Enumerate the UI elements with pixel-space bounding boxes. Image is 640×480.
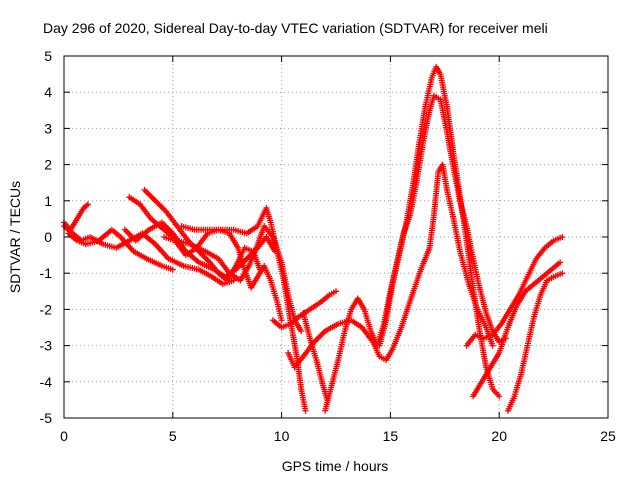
x-tick-label: 25 <box>600 428 616 444</box>
data-point <box>496 393 503 400</box>
series-arc-12 <box>322 92 509 414</box>
series-trace <box>324 94 507 411</box>
data-point <box>298 328 305 335</box>
x-tick-label: 15 <box>383 428 399 444</box>
series-arc-2 <box>61 201 91 233</box>
data-point <box>333 288 339 295</box>
data-point <box>169 266 176 273</box>
y-tick-label: 0 <box>44 229 52 245</box>
data-point <box>557 259 564 266</box>
y-axis-label: SDTVAR / TECUs <box>7 181 23 293</box>
series-arc-13 <box>376 63 503 400</box>
y-tick-label: -4 <box>40 374 53 390</box>
y-tick-label: -2 <box>40 301 53 317</box>
data-point <box>278 317 285 324</box>
y-tick-label: -1 <box>40 265 53 281</box>
series-trace <box>378 65 500 397</box>
data-point <box>84 201 91 208</box>
y-tick-label: 1 <box>44 193 52 209</box>
x-tick-label: 10 <box>274 428 290 444</box>
data-point <box>489 342 496 349</box>
x-tick-label: 5 <box>169 428 177 444</box>
series-trace <box>128 196 302 332</box>
y-tick-label: -3 <box>40 338 53 354</box>
data-point <box>559 234 566 240</box>
grid-lines <box>64 56 608 418</box>
y-tick-label: -5 <box>40 410 53 426</box>
y-tick-label: 3 <box>44 120 52 136</box>
series-arc-8 <box>178 205 309 414</box>
x-axis-label: GPS time / hours <box>282 458 389 474</box>
series-arc-3 <box>65 226 176 273</box>
data-point <box>302 407 309 414</box>
y-tick-label: 2 <box>44 157 52 173</box>
chart-title: Day 296 of 2020, Sidereal Day-to-day VTE… <box>43 20 548 36</box>
series-arc-14 <box>463 234 566 349</box>
x-tick-label: 0 <box>60 428 68 444</box>
y-tick-label: 4 <box>44 84 52 100</box>
y-tick-label: 5 <box>44 48 52 64</box>
series-arc-15 <box>470 259 564 400</box>
data-marks <box>61 63 566 414</box>
data-point <box>559 270 566 277</box>
series-arc-16 <box>504 270 566 414</box>
axis-ticks: 0 5 10 15 20 25 -5 -4 -3 -2 -1 0 1 2 3 4 5 <box>40 48 616 444</box>
x-tick-label: 20 <box>491 428 507 444</box>
